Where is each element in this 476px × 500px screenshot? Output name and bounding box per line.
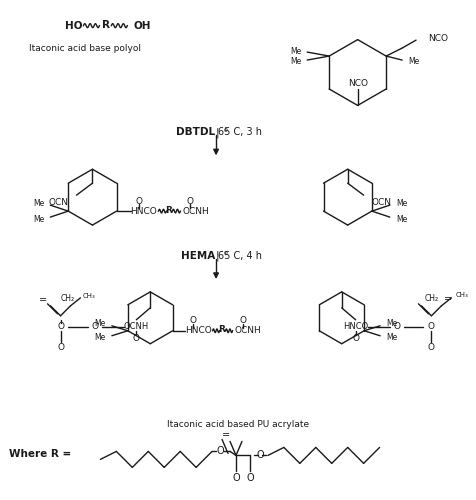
Text: O: O [92, 322, 99, 332]
Text: O: O [351, 334, 358, 343]
Text: Me: Me [395, 214, 406, 224]
Text: HNCO: HNCO [184, 326, 211, 336]
Text: CH₃: CH₃ [82, 293, 95, 299]
Text: O: O [135, 196, 142, 205]
Text: O: O [132, 334, 139, 343]
Text: O: O [57, 343, 64, 352]
Text: |: | [216, 127, 219, 138]
Text: 0: 0 [224, 252, 228, 256]
Text: R: R [102, 20, 110, 30]
Text: 65 C, 4 h: 65 C, 4 h [218, 251, 261, 261]
Text: O: O [392, 322, 399, 332]
Text: Me: Me [94, 333, 106, 342]
Text: DBTDL: DBTDL [176, 128, 215, 138]
Text: NCO: NCO [347, 79, 367, 88]
Text: OCN: OCN [49, 198, 69, 206]
Text: O: O [427, 343, 434, 352]
Text: Me: Me [385, 333, 397, 342]
Text: |: | [216, 250, 219, 261]
Text: R: R [218, 326, 225, 334]
Text: O: O [427, 322, 434, 332]
Text: CH₃: CH₃ [455, 292, 467, 298]
Text: Me: Me [385, 320, 397, 328]
Text: =: = [221, 430, 229, 440]
Text: O: O [238, 316, 246, 326]
Text: Me: Me [94, 320, 106, 328]
Text: HEMA: HEMA [180, 251, 215, 261]
Text: Me: Me [395, 198, 406, 207]
Text: O: O [187, 196, 193, 205]
Text: OCNH: OCNH [182, 206, 208, 216]
Text: =: = [444, 294, 452, 304]
Text: R: R [165, 206, 171, 214]
Text: Me: Me [33, 214, 44, 224]
Text: Me: Me [407, 56, 418, 66]
Text: O: O [232, 474, 239, 484]
Text: OCNH: OCNH [234, 326, 261, 336]
Text: =: = [40, 295, 48, 305]
Text: CH₂: CH₂ [60, 294, 74, 304]
Text: Where R =: Where R = [9, 450, 71, 460]
Text: OH: OH [133, 20, 150, 30]
Text: Me: Me [33, 198, 44, 207]
Text: HNCO: HNCO [342, 322, 367, 332]
Text: HNCO: HNCO [130, 206, 157, 216]
Text: 65 C, 3 h: 65 C, 3 h [218, 128, 261, 138]
Text: Itaconic acid based PU acrylate: Itaconic acid based PU acrylate [167, 420, 308, 429]
Text: Me: Me [289, 56, 301, 66]
Text: O: O [256, 450, 263, 460]
Text: O: O [189, 316, 196, 326]
Text: O: O [216, 446, 223, 456]
Text: NCO: NCO [427, 34, 447, 42]
Text: OCN: OCN [371, 198, 391, 206]
Text: O: O [246, 474, 253, 484]
Text: CH₂: CH₂ [424, 294, 437, 304]
Text: OCNH: OCNH [123, 322, 149, 332]
Text: Itaconic acid base polyol: Itaconic acid base polyol [29, 44, 140, 53]
Text: O: O [57, 322, 64, 332]
Text: HO: HO [65, 20, 82, 30]
Text: Me: Me [289, 46, 301, 56]
Text: 0: 0 [224, 128, 228, 133]
